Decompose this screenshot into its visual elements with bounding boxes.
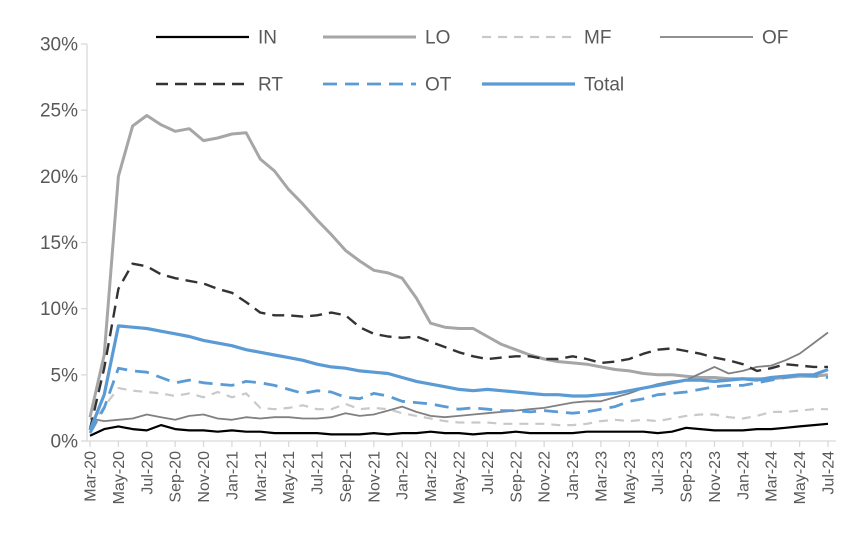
x-tick-label: Jul-21	[310, 451, 327, 495]
x-tick-label: May-21	[281, 451, 298, 504]
x-tick-label: Jul-22	[480, 451, 497, 495]
x-tick-label: Jul-20	[139, 451, 156, 495]
x-tick-label: Sep-23	[679, 451, 696, 503]
legend-item-Total: Total	[482, 75, 624, 96]
x-tick-label: Mar-21	[253, 451, 270, 502]
y-axis: 0% 5% 10% 15% 20% 25% 30%	[40, 35, 87, 453]
x-tick-label: Nov-22	[537, 451, 554, 503]
y-tick-label: 30%	[40, 35, 78, 56]
legend-label-IN: IN	[258, 28, 277, 49]
series-line-RT	[88, 262, 828, 430]
legend-label-OT: OT	[425, 75, 452, 96]
y-tick-label: 20%	[40, 167, 78, 188]
series-line-OF	[89, 331, 829, 422]
x-tick-label: Nov-20	[196, 451, 213, 503]
legend-item-RT: RT	[156, 75, 283, 96]
x-tick-label: Sep-20	[168, 451, 185, 503]
x-axis: Mar-20 May-20 Jul-20 Sep-20 Nov-20 Jan-21 Mar-…	[83, 441, 838, 504]
x-tick-label: May-22	[452, 451, 469, 504]
x-tick-label: Jan-22	[395, 451, 412, 500]
legend-item-MF: MF	[482, 28, 611, 49]
legend: IN LO MF OF RT OT Total	[156, 28, 788, 96]
x-tick-label: Nov-23	[707, 451, 724, 503]
legend-item-IN: IN	[156, 28, 277, 49]
series-line-OT	[88, 366, 829, 434]
x-tick-label: Mar-20	[83, 451, 100, 502]
x-tick-label: May-24	[792, 451, 809, 504]
x-tick-label: Sep-21	[338, 451, 355, 503]
y-tick-label: 15%	[40, 233, 78, 254]
x-tick-label: Jan-24	[735, 451, 752, 500]
x-tick-label: Nov-21	[366, 451, 383, 503]
series-lines	[88, 114, 829, 437]
legend-item-LO: LO	[323, 28, 450, 49]
x-tick-label: May-20	[111, 451, 128, 504]
legend-label-LO: LO	[425, 28, 450, 49]
series-line-LO	[88, 114, 829, 418]
series-line-MF	[89, 387, 828, 429]
x-tick-label: Mar-23	[593, 451, 610, 502]
x-tick-label: Mar-24	[764, 451, 781, 502]
series-line-Total	[88, 324, 829, 431]
x-tick-label: Sep-22	[508, 451, 525, 503]
legend-item-OT: OT	[323, 75, 452, 96]
legend-item-OF: OF	[660, 28, 788, 49]
series-line-IN	[89, 422, 829, 437]
y-tick-label: 5%	[51, 365, 79, 386]
legend-label-RT: RT	[258, 75, 283, 96]
x-tick-label: Jan-23	[565, 451, 582, 500]
x-tick-label: Jul-23	[650, 451, 667, 495]
y-tick-label: 0%	[51, 432, 79, 453]
x-tick-label: Mar-22	[423, 451, 440, 502]
legend-label-OF: OF	[762, 28, 788, 49]
legend-label-Total: Total	[584, 75, 624, 96]
y-tick-label: 25%	[40, 101, 78, 122]
x-tick-label: Jan-21	[224, 451, 241, 500]
x-tick-label: Jul-24	[821, 451, 838, 495]
y-tick-label: 10%	[40, 299, 78, 320]
x-tick-label: May-23	[622, 451, 639, 504]
legend-label-MF: MF	[584, 28, 611, 49]
